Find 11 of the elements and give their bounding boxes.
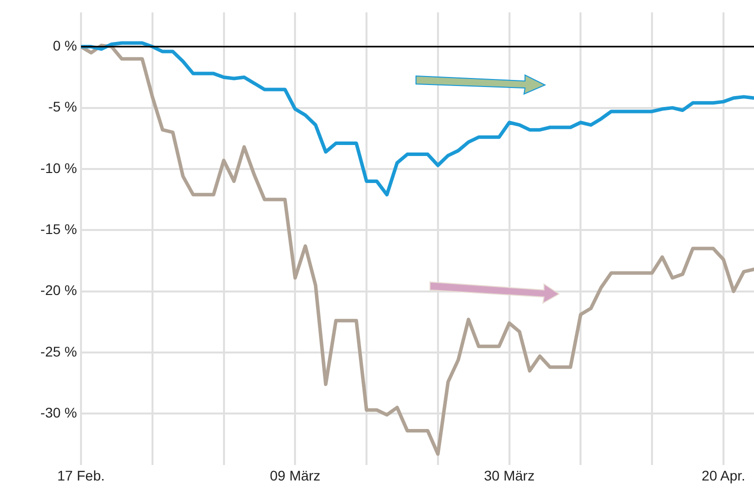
x-tick-label: 09 März	[270, 467, 320, 484]
y-tick-label: -30 %	[40, 404, 77, 420]
y-tick-label: -5 %	[48, 98, 77, 115]
x-tick-label: 30 März	[484, 467, 535, 484]
y-tick-label: -25 %	[40, 343, 77, 360]
y-tick-label: -20 %	[40, 282, 77, 298]
x-tick-label: 20 Apr.	[702, 467, 746, 484]
y-tick-label: 0 %	[52, 38, 77, 54]
y-tick-label: -10 %	[40, 160, 77, 176]
x-tick-label: 17 Feb.	[57, 467, 105, 484]
y-tick-label: -15 %	[40, 220, 77, 237]
